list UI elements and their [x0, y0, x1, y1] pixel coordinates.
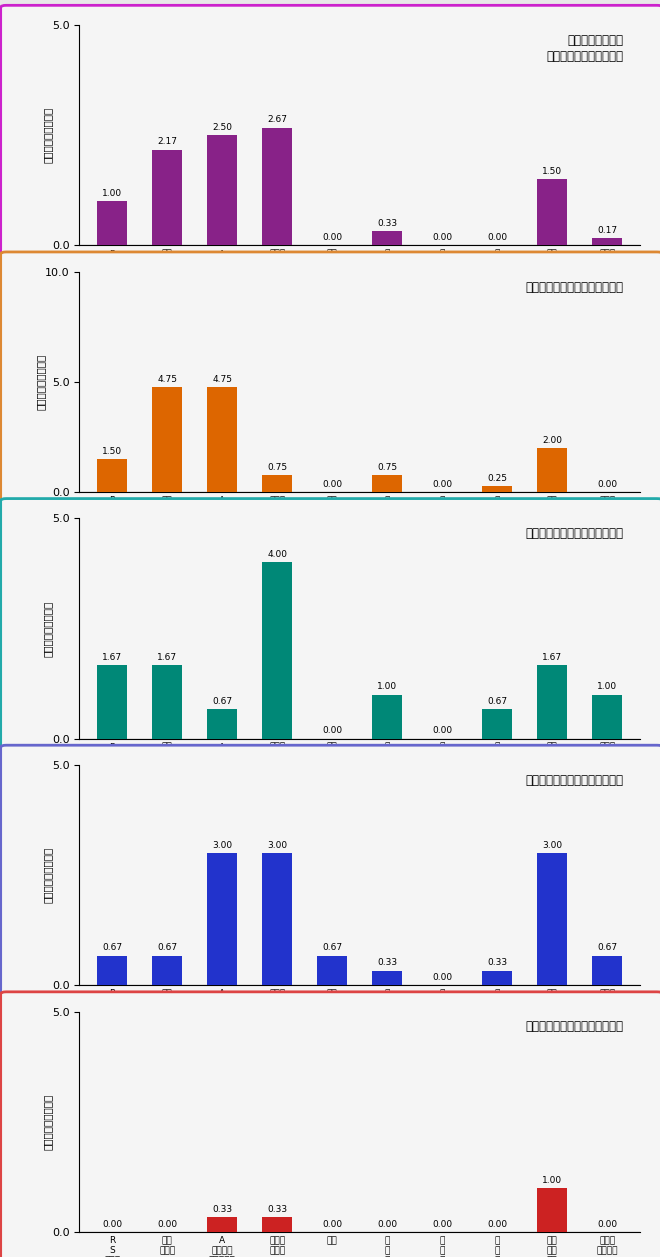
Bar: [537, 665, 568, 739]
Text: 2.50: 2.50: [213, 123, 232, 132]
FancyBboxPatch shape: [1, 5, 660, 274]
Bar: [207, 1217, 238, 1232]
Bar: [592, 955, 622, 985]
Text: 0.00: 0.00: [432, 233, 452, 243]
Bar: [97, 201, 127, 245]
Text: 2.00: 2.00: [543, 436, 562, 445]
Text: 0.00: 0.00: [157, 1219, 178, 1228]
Text: 0.17: 0.17: [597, 225, 617, 235]
Text: 1.00: 1.00: [597, 683, 617, 691]
Text: 3.00: 3.00: [212, 841, 232, 850]
Text: 1.67: 1.67: [102, 652, 122, 661]
Y-axis label: 定点当たりの報告数: 定点当たりの報告数: [43, 847, 53, 904]
Bar: [152, 387, 182, 491]
Text: 0.00: 0.00: [487, 233, 508, 243]
Bar: [482, 486, 512, 491]
Text: 2.67: 2.67: [267, 116, 287, 124]
FancyBboxPatch shape: [1, 499, 660, 767]
Text: 0.33: 0.33: [267, 1205, 287, 1214]
Bar: [152, 150, 182, 245]
Bar: [97, 459, 127, 491]
Text: 1.00: 1.00: [102, 189, 122, 199]
Bar: [537, 180, 568, 245]
Bar: [97, 955, 127, 985]
Text: 0.25: 0.25: [487, 474, 507, 483]
Text: 0.00: 0.00: [432, 1219, 452, 1228]
Text: 0.67: 0.67: [102, 944, 122, 953]
Bar: [262, 854, 292, 985]
Text: 4.75: 4.75: [157, 375, 177, 385]
Bar: [262, 562, 292, 739]
Bar: [262, 128, 292, 245]
Text: 0.00: 0.00: [597, 1219, 617, 1228]
FancyBboxPatch shape: [1, 251, 660, 520]
Text: 4.75: 4.75: [213, 375, 232, 385]
Bar: [592, 695, 622, 739]
FancyBboxPatch shape: [1, 745, 660, 1014]
Bar: [372, 231, 403, 245]
Bar: [372, 475, 403, 491]
Text: 0.00: 0.00: [322, 1219, 343, 1228]
Bar: [482, 709, 512, 739]
Text: 0.00: 0.00: [487, 1219, 508, 1228]
FancyBboxPatch shape: [1, 992, 660, 1257]
Text: 西区の疾患別定点当たり報告数: 西区の疾患別定点当たり報告数: [525, 527, 623, 541]
Text: 中区の疾患別定点当たり報告数: 中区の疾患別定点当たり報告数: [525, 774, 623, 787]
Text: 1.67: 1.67: [157, 652, 178, 661]
Bar: [207, 387, 238, 491]
Bar: [317, 955, 347, 985]
Text: 南区の疾患別定点当たり報告数: 南区の疾患別定点当たり報告数: [525, 1021, 623, 1033]
Text: 0.00: 0.00: [432, 480, 452, 489]
Bar: [372, 970, 403, 985]
Bar: [262, 1217, 292, 1232]
Text: 0.00: 0.00: [322, 727, 343, 735]
Text: 0.00: 0.00: [432, 973, 452, 982]
Bar: [482, 970, 512, 985]
Text: 1.67: 1.67: [542, 652, 562, 661]
Text: 0.00: 0.00: [432, 727, 452, 735]
Bar: [372, 695, 403, 739]
Text: 0.67: 0.67: [212, 696, 232, 705]
Bar: [537, 1188, 568, 1232]
Bar: [152, 665, 182, 739]
Bar: [97, 665, 127, 739]
Bar: [262, 475, 292, 491]
Text: 0.33: 0.33: [377, 219, 397, 228]
Text: 0.00: 0.00: [597, 480, 617, 489]
Text: 北・東・美原区の
疾患別定点当たり報告数: 北・東・美原区の 疾患別定点当たり報告数: [546, 34, 623, 63]
Bar: [152, 955, 182, 985]
Text: 0.75: 0.75: [267, 463, 287, 473]
Text: 0.00: 0.00: [322, 233, 343, 243]
Text: 0.75: 0.75: [377, 463, 397, 473]
Text: 0.00: 0.00: [377, 1219, 397, 1228]
Text: 3.00: 3.00: [542, 841, 562, 850]
Text: 2.17: 2.17: [157, 137, 177, 147]
Text: 1.50: 1.50: [102, 446, 122, 455]
Text: 0.67: 0.67: [322, 944, 343, 953]
Bar: [537, 447, 568, 491]
Text: 3.00: 3.00: [267, 841, 287, 850]
Y-axis label: 定点当たりの報告数: 定点当たりの報告数: [36, 353, 46, 410]
Text: 0.67: 0.67: [487, 696, 508, 705]
Text: 0.67: 0.67: [157, 944, 178, 953]
Text: 4.00: 4.00: [267, 551, 287, 559]
Text: 0.00: 0.00: [102, 1219, 122, 1228]
Bar: [537, 854, 568, 985]
Text: 1.00: 1.00: [377, 683, 397, 691]
Y-axis label: 定点当たりの報告数: 定点当たりの報告数: [43, 601, 53, 656]
Text: 0.33: 0.33: [487, 958, 508, 968]
Text: 堺区の疾患別定点当たり報告数: 堺区の疾患別定点当たり報告数: [525, 280, 623, 294]
Text: 0.33: 0.33: [377, 958, 397, 968]
Text: 1.50: 1.50: [542, 167, 562, 176]
Y-axis label: 定点当たりの報告数: 定点当たりの報告数: [43, 1094, 53, 1150]
Bar: [207, 136, 238, 245]
Y-axis label: 定点当たりの報告数: 定点当たりの報告数: [43, 107, 53, 163]
Text: 0.67: 0.67: [597, 944, 617, 953]
Text: 0.33: 0.33: [212, 1205, 232, 1214]
Text: 0.00: 0.00: [322, 480, 343, 489]
Bar: [592, 238, 622, 245]
Text: 1.00: 1.00: [542, 1175, 562, 1184]
Bar: [207, 854, 238, 985]
Bar: [207, 709, 238, 739]
